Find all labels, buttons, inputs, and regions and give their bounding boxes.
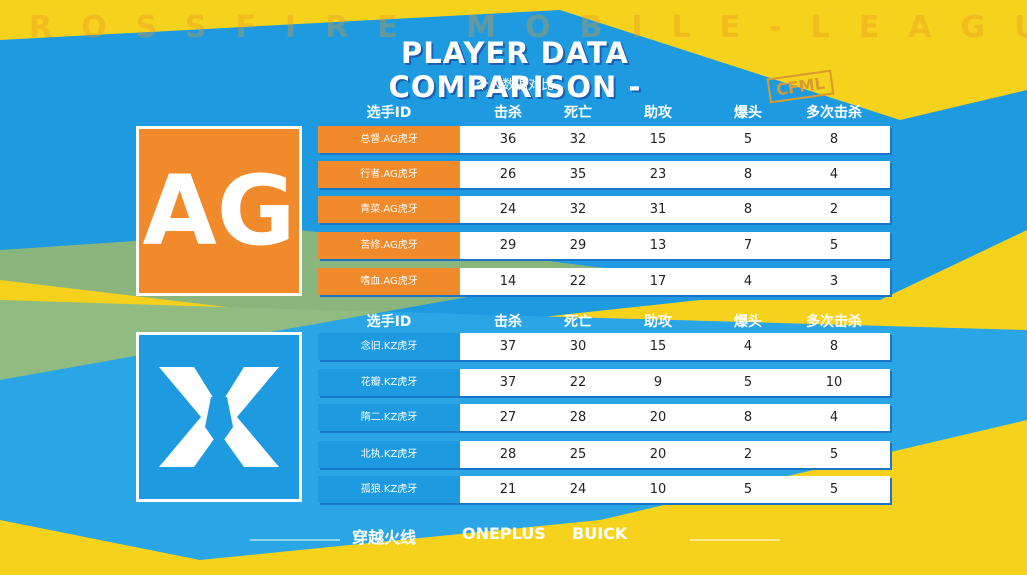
column-header: 助攻 [644,105,672,121]
player-name: 行者.AG虎牙 [318,161,460,188]
column-header: 击杀 [494,314,522,330]
column-header: 击杀 [494,105,522,121]
stat-cell: 5 [829,238,839,253]
stat-cell: 8 [829,339,839,354]
stat-cell: 22 [569,375,587,390]
subtitle: 个人数据对比 [475,78,554,93]
title: PLAYER DATA COMPARISON - [388,36,642,104]
stat-cell: 28 [569,410,587,425]
player-name: 隋二.KZ虎牙 [318,404,460,431]
stat-cell: 4 [743,339,753,354]
stat-cell: 2 [829,202,839,217]
team-logo: AG [136,126,302,296]
stat-cell: 8 [743,202,753,217]
stat-cell: 17 [649,274,667,289]
stat-cell: 35 [569,167,587,182]
stat-cell: 5 [829,482,839,497]
stat-cell: 8 [743,167,753,182]
sponsor: ONEPLUS [462,524,546,543]
stat-cell: 4 [829,410,839,425]
column-header: 多次击杀 [806,314,862,330]
stat-cell: 7 [743,238,753,253]
player-row: 念旧.KZ虎牙 37 30 15 4 8 [318,333,890,360]
player-row: 嗜血.AG虎牙 14 22 17 4 3 [318,268,890,295]
stat-cell: 32 [569,202,587,217]
stat-cell: 15 [649,339,667,354]
player-name: 念旧.KZ虎牙 [318,333,460,360]
column-header: 选手ID [366,105,412,121]
player-row: 孤狼.KZ虎牙 21 24 10 5 5 [318,476,890,503]
stat-cell: 3 [829,274,839,289]
stat-cell: 10 [825,375,843,390]
stat-cell: 5 [743,482,753,497]
kz-logo [159,367,279,467]
stat-cell: 13 [649,238,667,253]
stat-cell: 27 [499,410,517,425]
player-name: 孤狼.KZ虎牙 [318,476,460,503]
stat-cell: 22 [569,274,587,289]
stat-cell: 15 [649,132,667,147]
stat-cell: 8 [743,410,753,425]
logo-text: AG [142,155,296,267]
team-logo [136,332,302,502]
stat-cell: 29 [499,238,517,253]
player-name: 青菜.AG虎牙 [318,196,460,223]
column-header: 多次击杀 [806,105,862,121]
player-row: 苦修.AG虎牙 29 29 13 7 5 [318,232,890,259]
stat-cell: 23 [649,167,667,182]
stat-cell: 37 [499,375,517,390]
stat-cell: 5 [743,132,753,147]
stat-cell: 32 [569,132,587,147]
stat-cell: 8 [829,132,839,147]
player-name: 花瓣.KZ虎牙 [318,369,460,396]
column-header: 死亡 [564,314,592,330]
player-row: 隋二.KZ虎牙 27 28 20 8 4 [318,404,890,431]
stat-cell: 4 [743,274,753,289]
player-name: 北执.KZ虎牙 [318,441,460,468]
stat-cell: 21 [499,482,517,497]
stat-cell: 25 [569,447,587,462]
player-row: 行者.AG虎牙 26 35 23 8 4 [318,161,890,188]
stat-cell: 26 [499,167,517,182]
stat-cell: 20 [649,410,667,425]
stat-cell: 29 [569,238,587,253]
player-name: 总督.AG虎牙 [318,126,460,153]
stat-cell: 9 [653,375,663,390]
player-row: 总督.AG虎牙 36 32 15 5 8 [318,126,890,153]
stat-cell: 28 [499,447,517,462]
stat-cell: 2 [743,447,753,462]
sponsor: 穿越火线 [352,528,417,547]
stat-cell: 31 [649,202,667,217]
stat-cell: 10 [649,482,667,497]
background-text: CROSSFIRE MOBILE-LEAGUE 2020 [0,10,1027,45]
stat-cell: 5 [829,447,839,462]
stat-cell: 14 [499,274,517,289]
column-header: 爆头 [734,314,762,330]
stat-cell: 37 [499,339,517,354]
player-row: 北执.KZ虎牙 28 25 20 2 5 [318,441,890,468]
stat-cell: 4 [829,167,839,182]
sponsor: BUICK [572,524,628,543]
stat-cell: 36 [499,132,517,147]
stat-cell: 24 [569,482,587,497]
player-name: 苦修.AG虎牙 [318,232,460,259]
player-row: 青菜.AG虎牙 24 32 31 8 2 [318,196,890,223]
stat-cell: 24 [499,202,517,217]
column-header: 死亡 [564,105,592,121]
column-header: 爆头 [734,105,762,121]
stat-cell: 30 [569,339,587,354]
stat-cell: 5 [743,375,753,390]
column-header: 选手ID [366,314,412,330]
column-header: 助攻 [644,314,672,330]
player-name: 嗜血.AG虎牙 [318,268,460,295]
stat-cell: 20 [649,447,667,462]
player-row: 花瓣.KZ虎牙 37 22 9 5 10 [318,369,890,396]
